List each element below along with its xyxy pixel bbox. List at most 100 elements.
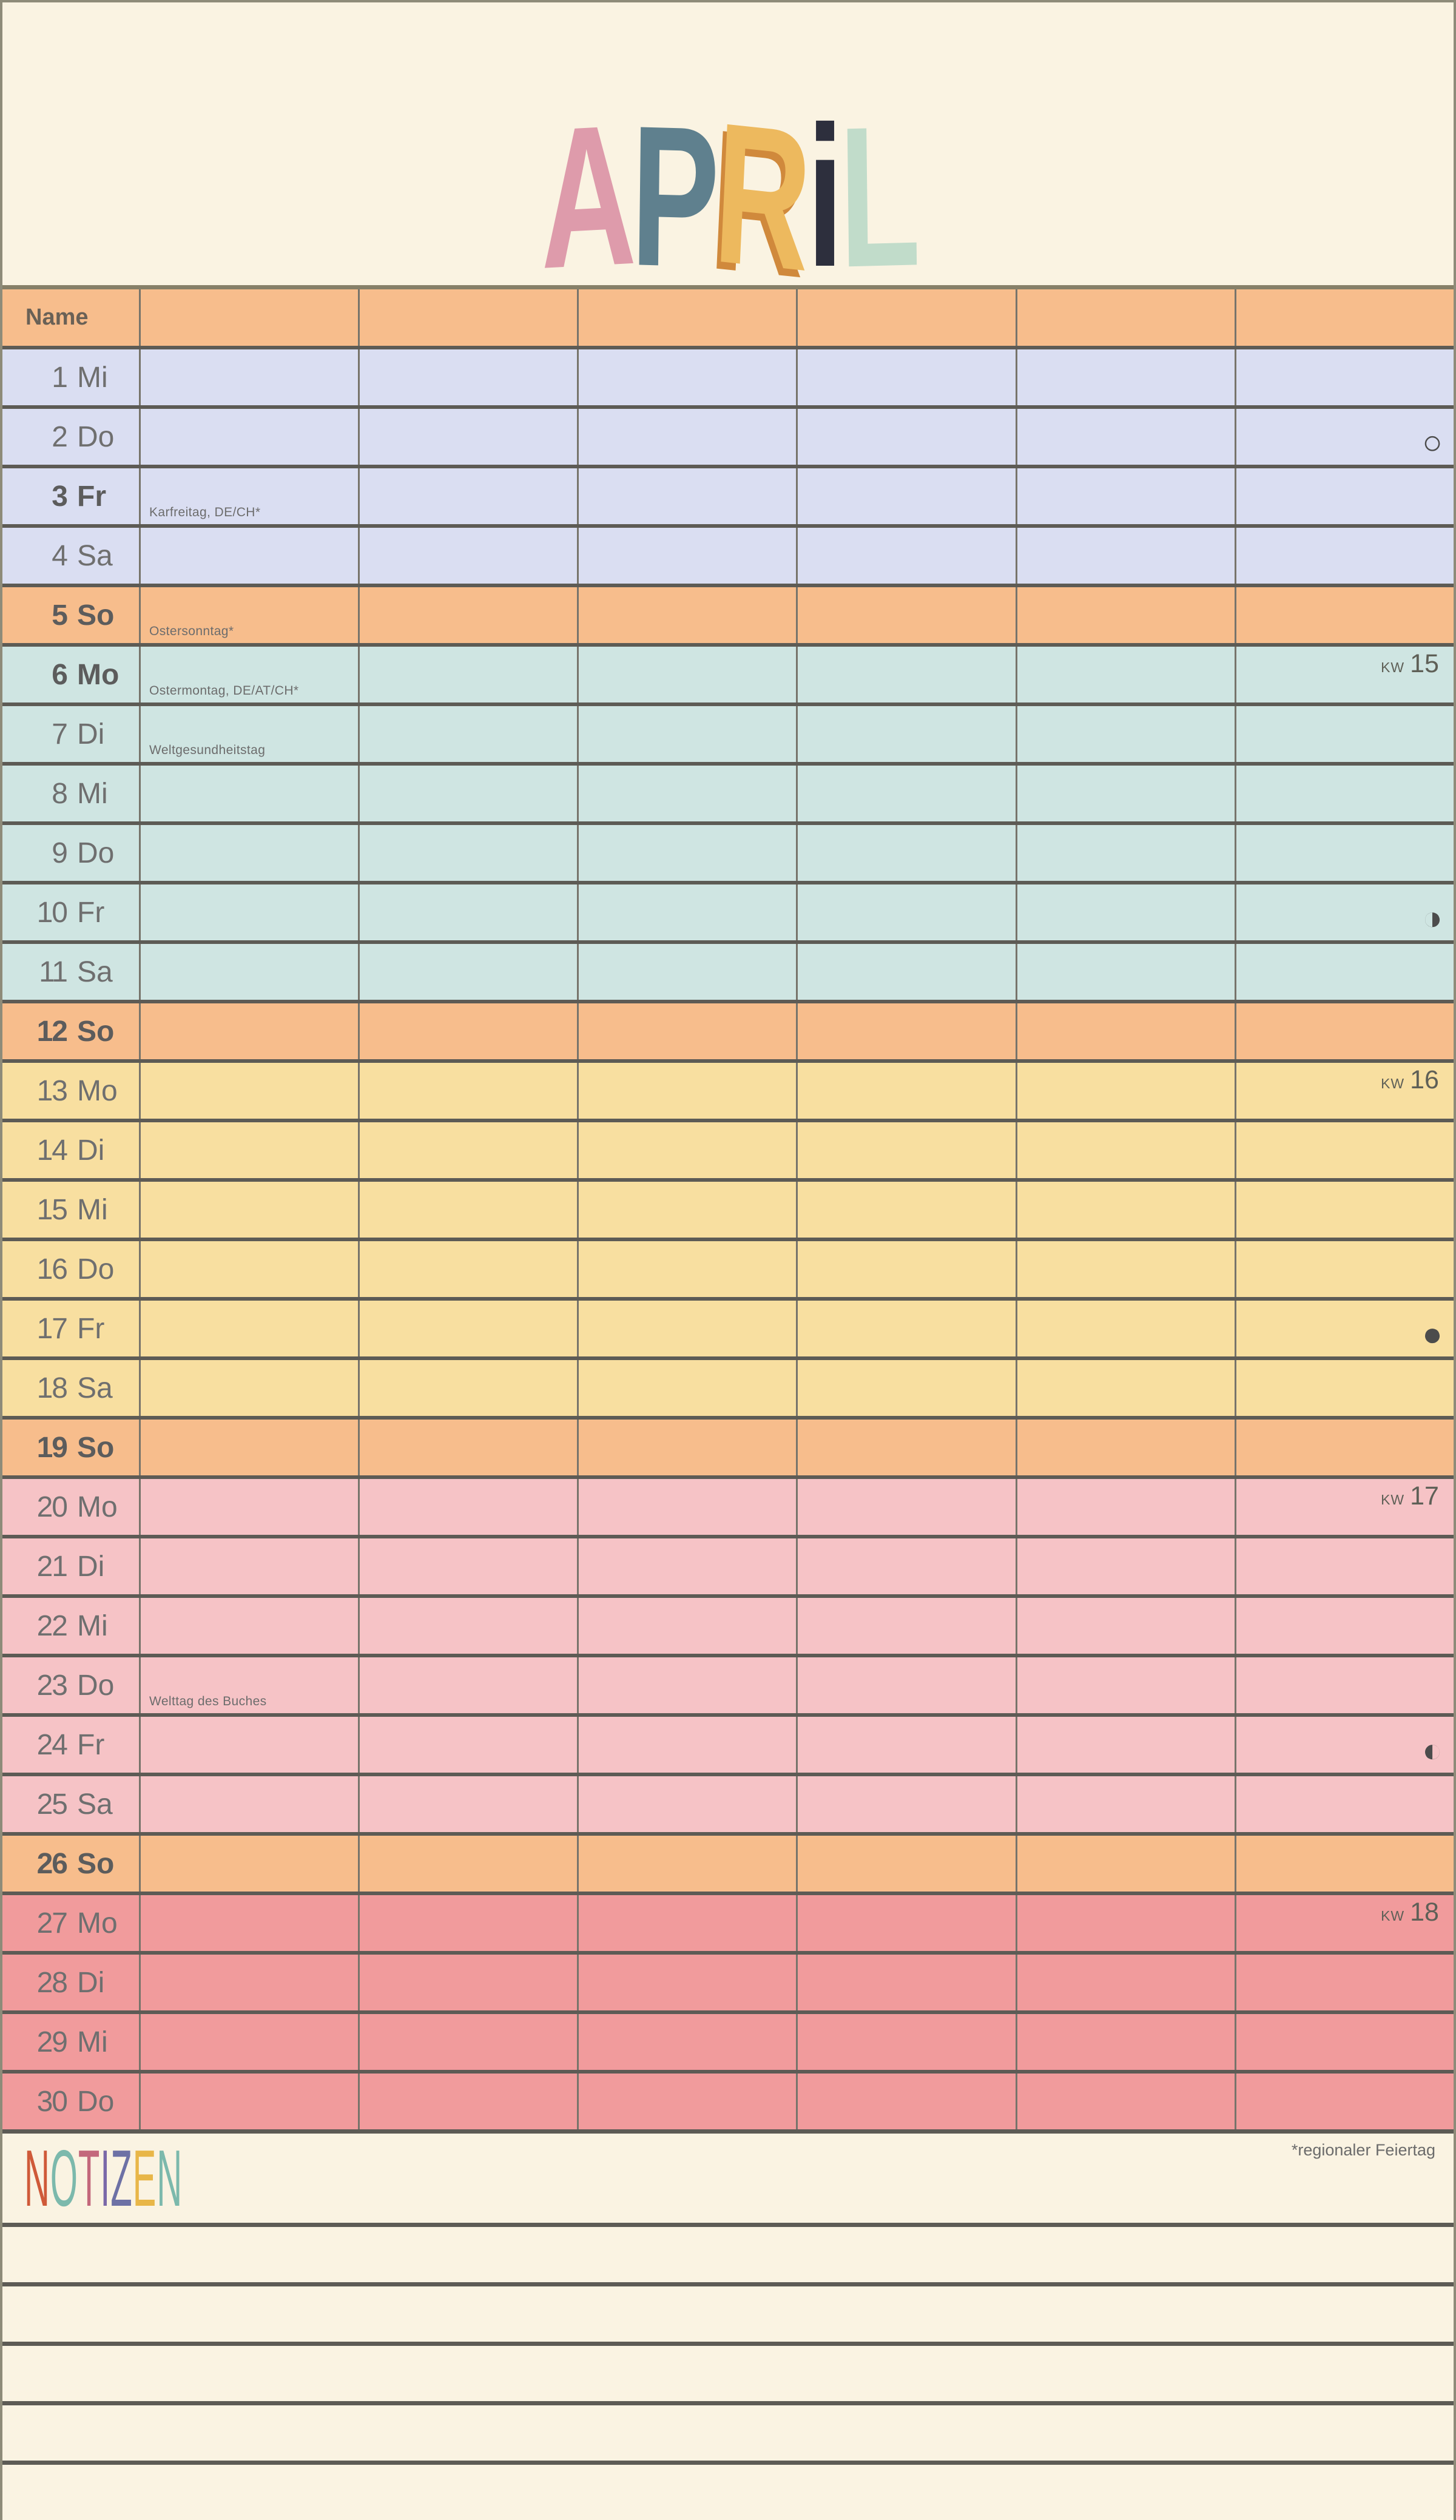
entry-cell-15-4[interactable]	[796, 1182, 1015, 1238]
entry-cell-5-4[interactable]	[796, 587, 1015, 643]
entry-cell-8-3[interactable]	[577, 766, 796, 821]
entry-cell-3-3[interactable]	[577, 468, 796, 524]
entry-cell-15-1[interactable]	[139, 1182, 358, 1238]
entry-cell-20-1[interactable]	[139, 1479, 358, 1535]
entry-cell-14-2[interactable]	[358, 1122, 577, 1178]
header-blank-cell-2[interactable]	[358, 289, 577, 346]
entry-cell-13-3[interactable]	[577, 1063, 796, 1119]
entry-cell-7-5[interactable]	[1015, 706, 1235, 762]
entry-cell-2-5[interactable]	[1015, 409, 1235, 465]
entry-cell-17-1[interactable]	[139, 1301, 358, 1356]
entry-cell-2-6[interactable]: ○	[1234, 409, 1454, 465]
entry-cell-3-6[interactable]	[1234, 468, 1454, 524]
entry-cell-21-3[interactable]	[577, 1538, 796, 1594]
entry-cell-6-1[interactable]: Ostermontag, DE/AT/CH*	[139, 647, 358, 702]
entry-cell-25-2[interactable]	[358, 1776, 577, 1832]
entry-cell-29-2[interactable]	[358, 2014, 577, 2070]
entry-cell-15-5[interactable]	[1015, 1182, 1235, 1238]
entry-cell-12-5[interactable]	[1015, 1003, 1235, 1059]
entry-cell-24-1[interactable]	[139, 1717, 358, 1773]
entry-cell-14-6[interactable]	[1234, 1122, 1454, 1178]
entry-cell-30-3[interactable]	[577, 2074, 796, 2129]
entry-cell-5-6[interactable]	[1234, 587, 1454, 643]
entry-cell-20-3[interactable]	[577, 1479, 796, 1535]
entry-cell-10-4[interactable]	[796, 884, 1015, 940]
entry-cell-1-4[interactable]	[796, 349, 1015, 405]
entry-cell-18-3[interactable]	[577, 1360, 796, 1416]
entry-cell-8-2[interactable]	[358, 766, 577, 821]
entry-cell-19-1[interactable]	[139, 1420, 358, 1475]
entry-cell-30-5[interactable]	[1015, 2074, 1235, 2129]
header-blank-cell-1[interactable]	[139, 289, 358, 346]
entry-cell-3-5[interactable]	[1015, 468, 1235, 524]
entry-cell-7-4[interactable]	[796, 706, 1015, 762]
entry-cell-4-3[interactable]	[577, 528, 796, 584]
entry-cell-7-6[interactable]	[1234, 706, 1454, 762]
entry-cell-25-1[interactable]	[139, 1776, 358, 1832]
entry-cell-4-2[interactable]	[358, 528, 577, 584]
header-blank-cell-6[interactable]	[1234, 289, 1454, 346]
entry-cell-6-3[interactable]	[577, 647, 796, 702]
entry-cell-26-1[interactable]	[139, 1836, 358, 1892]
entry-cell-18-5[interactable]	[1015, 1360, 1235, 1416]
entry-cell-1-3[interactable]	[577, 349, 796, 405]
entry-cell-4-1[interactable]	[139, 528, 358, 584]
entry-cell-15-6[interactable]	[1234, 1182, 1454, 1238]
entry-cell-28-6[interactable]	[1234, 1955, 1454, 2010]
entry-cell-9-1[interactable]	[139, 825, 358, 881]
entry-cell-19-4[interactable]	[796, 1420, 1015, 1475]
entry-cell-16-3[interactable]	[577, 1241, 796, 1297]
entry-cell-15-3[interactable]	[577, 1182, 796, 1238]
entry-cell-5-1[interactable]: Ostersonntag*	[139, 587, 358, 643]
entry-cell-26-6[interactable]	[1234, 1836, 1454, 1892]
entry-cell-21-5[interactable]	[1015, 1538, 1235, 1594]
entry-cell-28-3[interactable]	[577, 1955, 796, 2010]
entry-cell-14-1[interactable]	[139, 1122, 358, 1178]
entry-cell-16-1[interactable]	[139, 1241, 358, 1297]
entry-cell-22-4[interactable]	[796, 1598, 1015, 1654]
entry-cell-10-6[interactable]: ◑	[1234, 884, 1454, 940]
entry-cell-4-6[interactable]	[1234, 528, 1454, 584]
entry-cell-27-3[interactable]	[577, 1895, 796, 1951]
entry-cell-14-3[interactable]	[577, 1122, 796, 1178]
entry-cell-29-4[interactable]	[796, 2014, 1015, 2070]
entry-cell-11-1[interactable]	[139, 944, 358, 1000]
entry-cell-18-2[interactable]	[358, 1360, 577, 1416]
entry-cell-6-6[interactable]: KW 15	[1234, 647, 1454, 702]
note-line-1[interactable]	[2, 2223, 1454, 2282]
entry-cell-2-1[interactable]	[139, 409, 358, 465]
entry-cell-16-2[interactable]	[358, 1241, 577, 1297]
entry-cell-1-6[interactable]	[1234, 349, 1454, 405]
note-line-4[interactable]	[2, 2401, 1454, 2461]
entry-cell-29-3[interactable]	[577, 2014, 796, 2070]
entry-cell-30-6[interactable]	[1234, 2074, 1454, 2129]
entry-cell-21-2[interactable]	[358, 1538, 577, 1594]
entry-cell-6-5[interactable]	[1015, 647, 1235, 702]
entry-cell-18-4[interactable]	[796, 1360, 1015, 1416]
entry-cell-27-6[interactable]: KW 18	[1234, 1895, 1454, 1951]
entry-cell-7-3[interactable]	[577, 706, 796, 762]
entry-cell-16-5[interactable]	[1015, 1241, 1235, 1297]
entry-cell-26-5[interactable]	[1015, 1836, 1235, 1892]
entry-cell-21-4[interactable]	[796, 1538, 1015, 1594]
entry-cell-6-4[interactable]	[796, 647, 1015, 702]
entry-cell-19-6[interactable]	[1234, 1420, 1454, 1475]
entry-cell-12-3[interactable]	[577, 1003, 796, 1059]
entry-cell-28-1[interactable]	[139, 1955, 358, 2010]
entry-cell-13-1[interactable]	[139, 1063, 358, 1119]
entry-cell-3-4[interactable]	[796, 468, 1015, 524]
entry-cell-30-1[interactable]	[139, 2074, 358, 2129]
entry-cell-28-2[interactable]	[358, 1955, 577, 2010]
entry-cell-4-5[interactable]	[1015, 528, 1235, 584]
note-line-5[interactable]	[2, 2461, 1454, 2520]
entry-cell-24-6[interactable]: ◐	[1234, 1717, 1454, 1773]
entry-cell-9-4[interactable]	[796, 825, 1015, 881]
header-blank-cell-5[interactable]	[1015, 289, 1235, 346]
entry-cell-1-5[interactable]	[1015, 349, 1235, 405]
entry-cell-21-6[interactable]	[1234, 1538, 1454, 1594]
entry-cell-11-6[interactable]	[1234, 944, 1454, 1000]
entry-cell-12-4[interactable]	[796, 1003, 1015, 1059]
entry-cell-14-4[interactable]	[796, 1122, 1015, 1178]
entry-cell-8-5[interactable]	[1015, 766, 1235, 821]
entry-cell-11-4[interactable]	[796, 944, 1015, 1000]
